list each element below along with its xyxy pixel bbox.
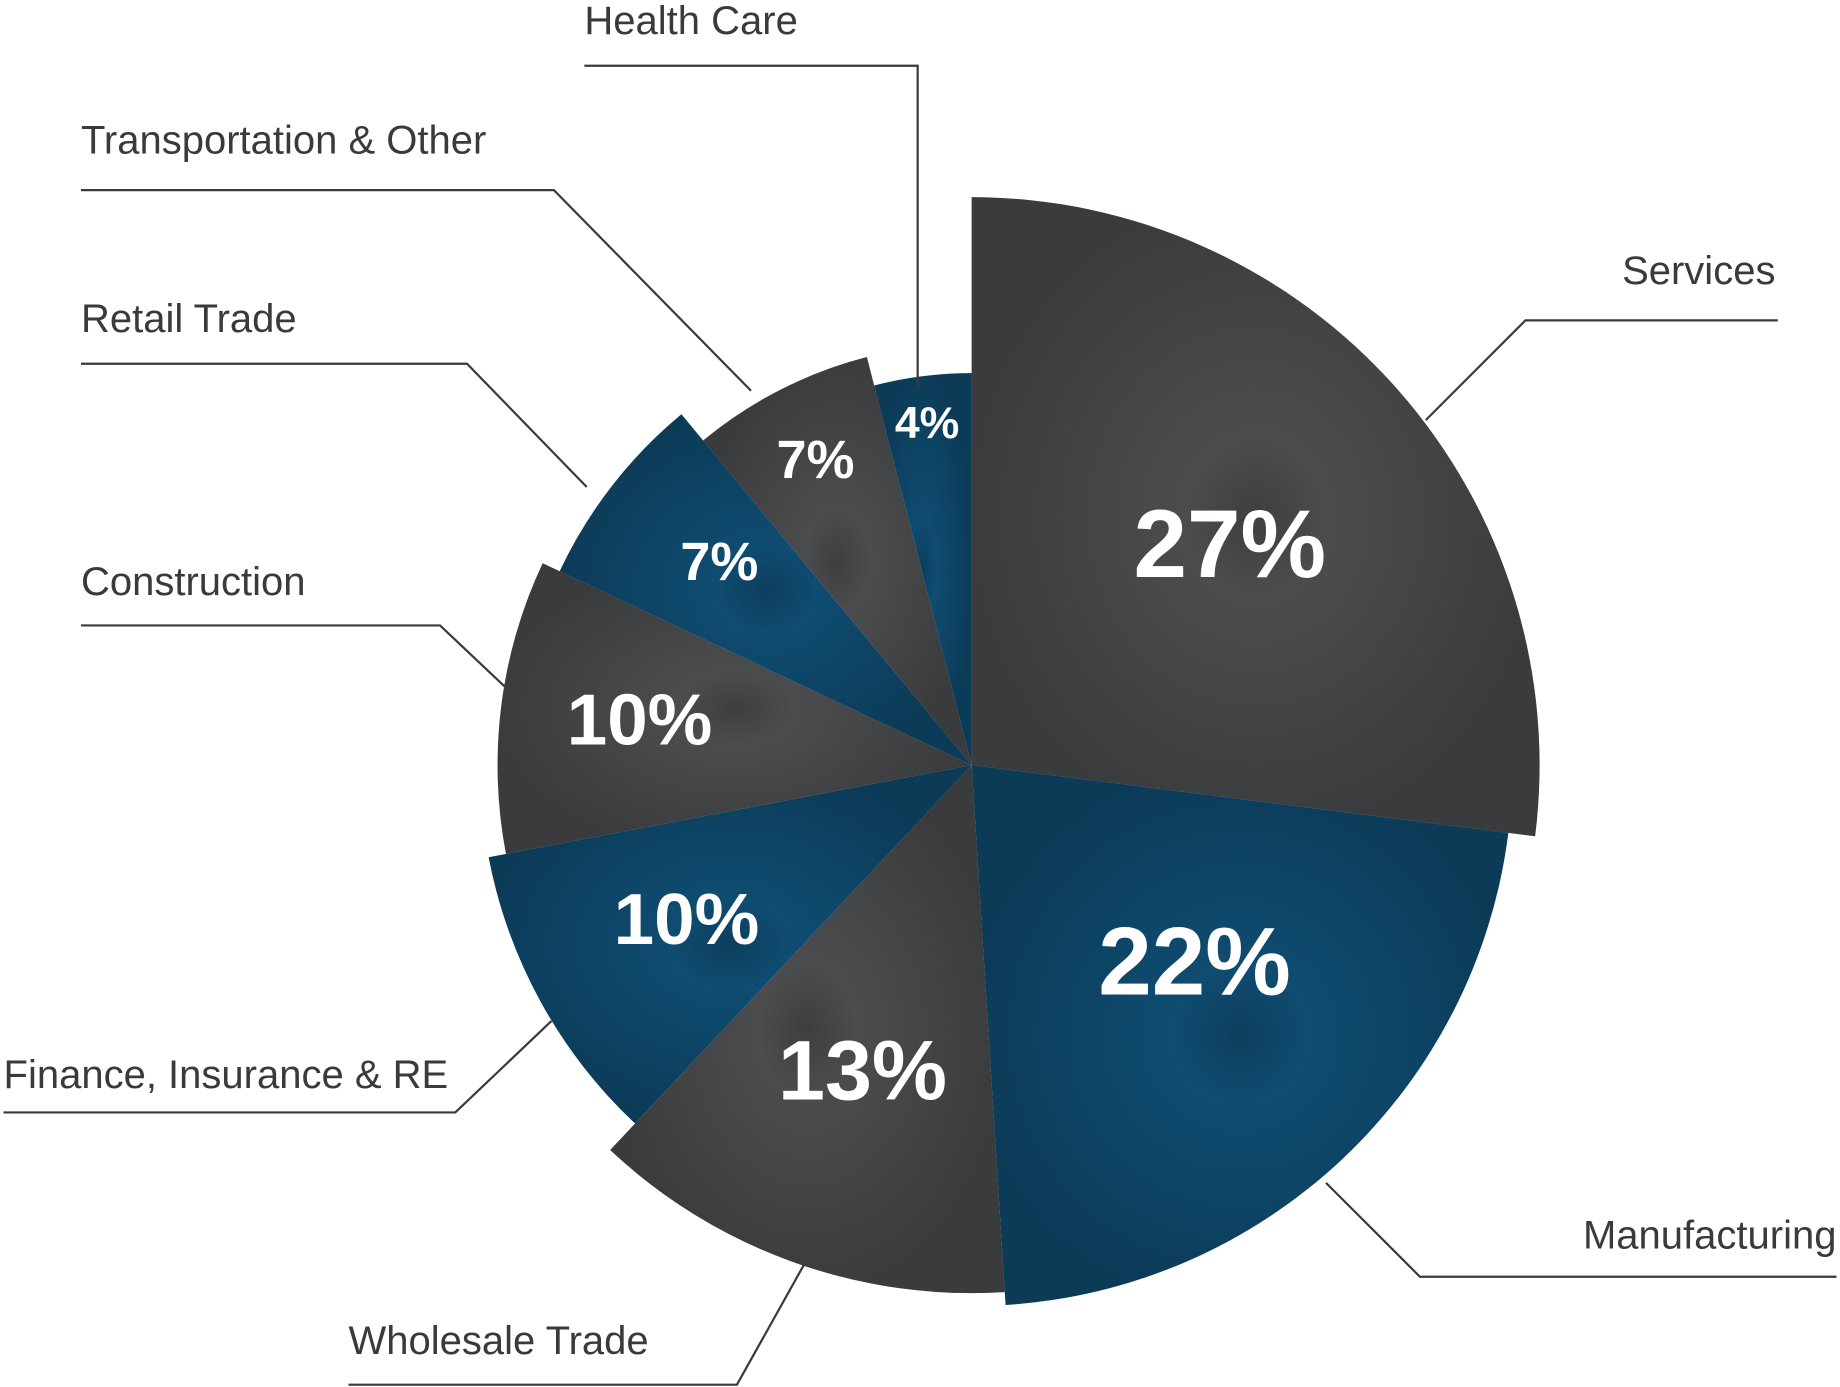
- value-label: 4%: [895, 399, 959, 448]
- category-label: Finance, Insurance & RE: [4, 1053, 449, 1097]
- value-label: 22%: [1098, 909, 1291, 1016]
- leader-line: [1424, 319, 1778, 421]
- leader-line: [1325, 1182, 1837, 1278]
- slice-shade: [971, 197, 1540, 837]
- category-label: Construction: [81, 560, 306, 604]
- category-label: Wholesale Trade: [349, 1319, 649, 1363]
- value-label: 10%: [614, 879, 760, 960]
- slice-shade: [497, 563, 972, 854]
- leader-line: [3, 1020, 553, 1114]
- slice-shade: [488, 765, 972, 1124]
- leader-line: [584, 64, 919, 388]
- slice-shade: [971, 765, 1509, 1306]
- leader-line: [80, 624, 506, 688]
- value-label: 13%: [778, 1024, 947, 1118]
- leader-line: [80, 362, 588, 488]
- value-label: 27%: [1133, 491, 1326, 598]
- value-label: 7%: [777, 430, 855, 490]
- category-label: Services: [1622, 249, 1775, 293]
- leader-line: [348, 1264, 805, 1386]
- value-label: 7%: [680, 532, 758, 592]
- slice-shade: [559, 414, 972, 766]
- value-label: 10%: [567, 679, 713, 760]
- category-label: Health Care: [584, 0, 797, 43]
- category-label: Transportation & Other: [81, 119, 486, 163]
- leader-line: [80, 189, 752, 392]
- slice-shade: [703, 357, 972, 766]
- category-label: Manufacturing: [1583, 1214, 1836, 1258]
- slice-shade: [874, 373, 972, 766]
- category-label: Retail Trade: [81, 297, 297, 341]
- slice-shade: [610, 765, 1005, 1294]
